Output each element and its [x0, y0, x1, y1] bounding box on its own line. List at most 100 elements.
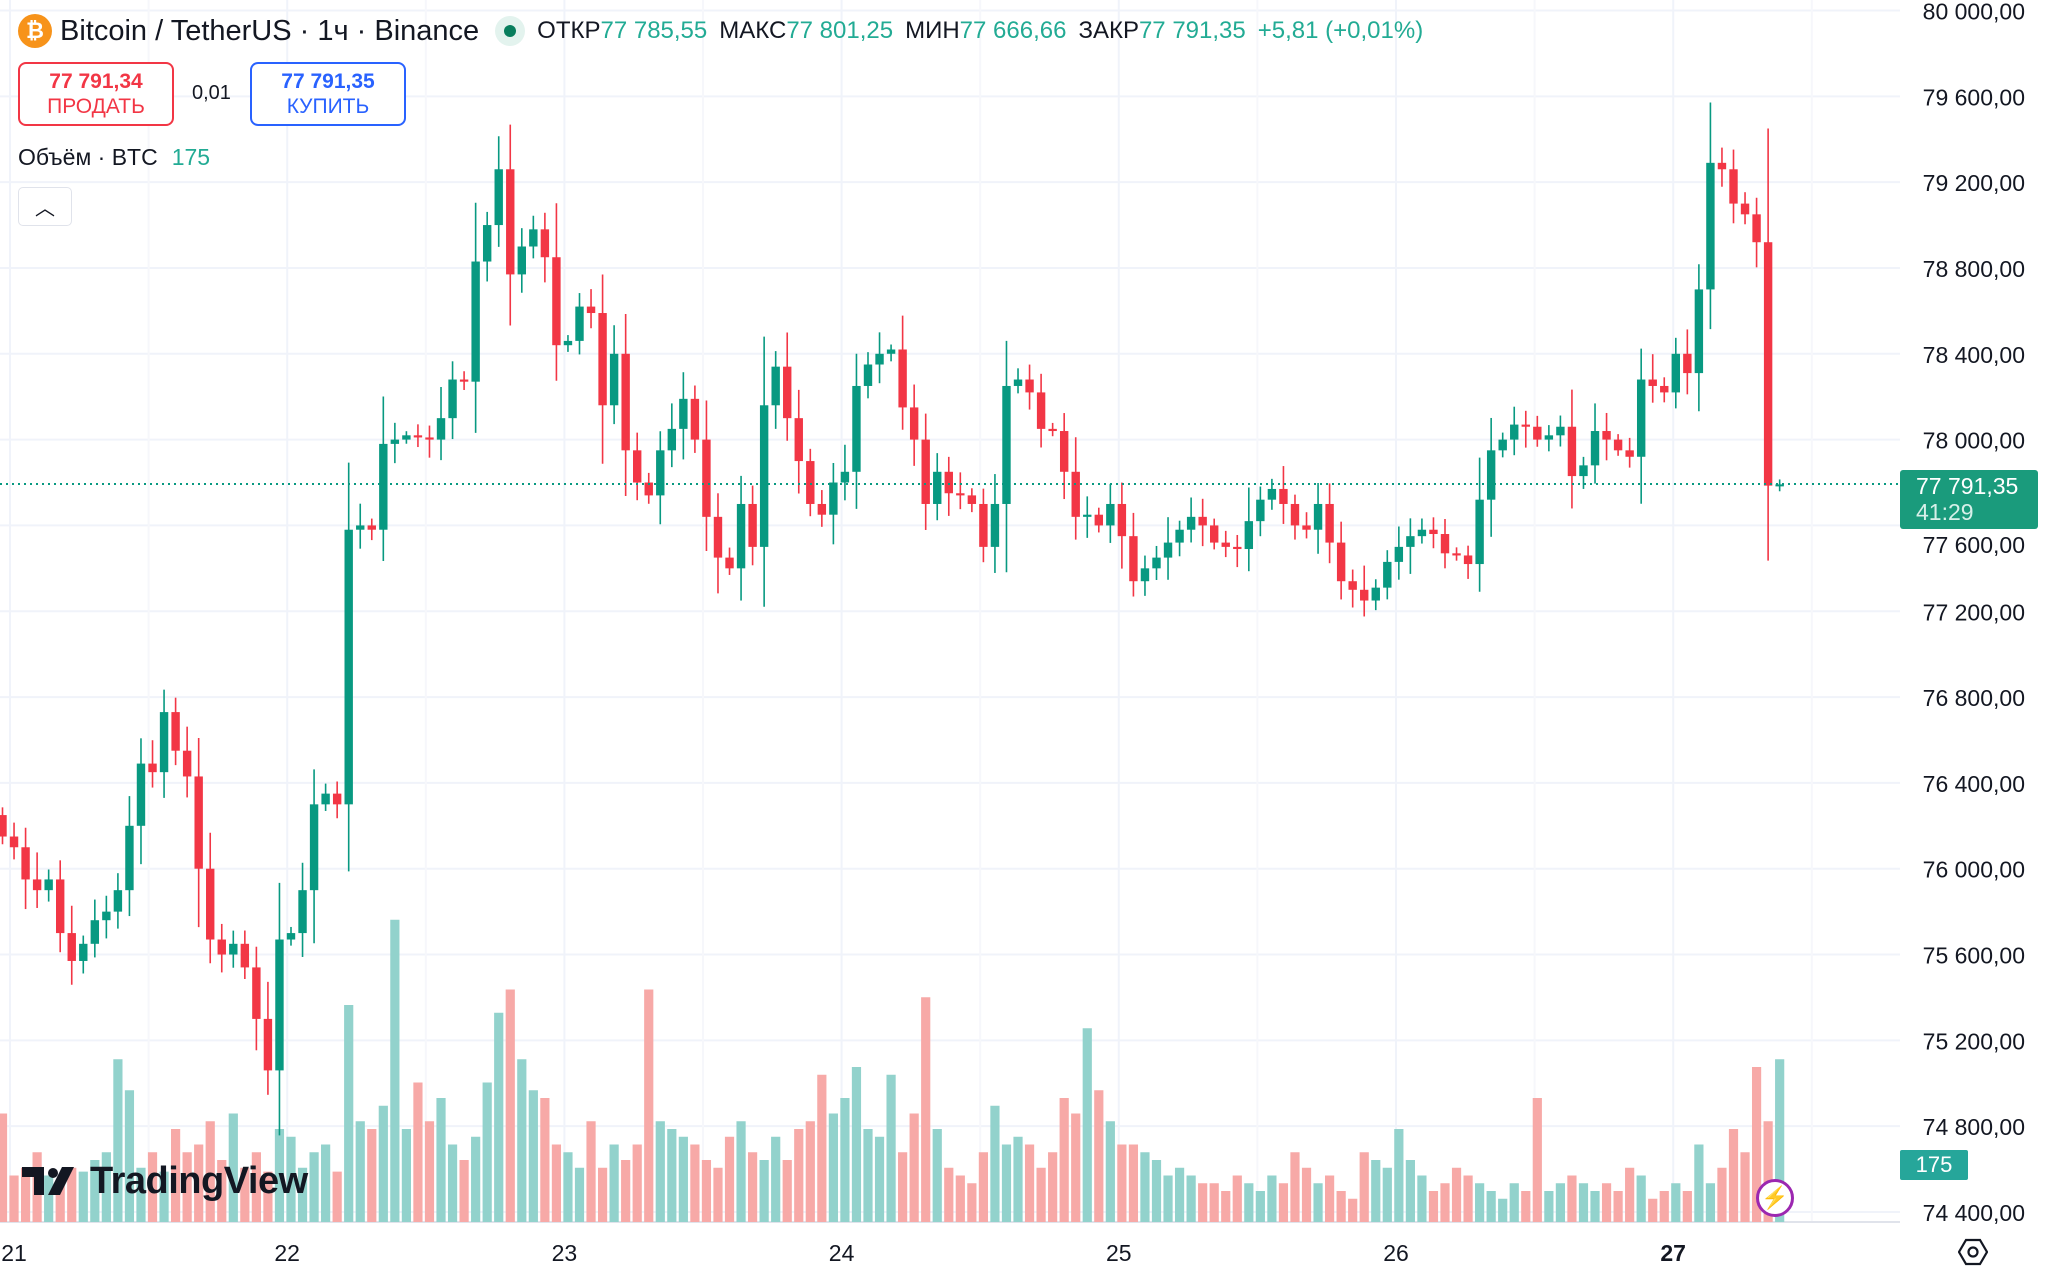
- candle-body: [1636, 379, 1646, 457]
- time-tick-label: 25: [1106, 1240, 1132, 1266]
- lightning-icon[interactable]: ⚡: [1756, 1179, 1794, 1217]
- volume-bar: [436, 1098, 446, 1222]
- candle-body: [21, 847, 30, 880]
- grid: [0, 0, 1900, 1223]
- buy-price: 77 791,35: [281, 70, 375, 93]
- candle-body: [1152, 557, 1161, 569]
- candle-body: [933, 471, 942, 504]
- candle-body: [552, 257, 561, 346]
- volume-bar: [1578, 1183, 1589, 1222]
- volume-bar: [1636, 1175, 1646, 1222]
- volume-bar: [1659, 1191, 1669, 1222]
- price-tick-label: 79 200,00: [1923, 170, 2025, 196]
- volume-bar: [909, 1113, 919, 1222]
- candle-body: [783, 366, 792, 419]
- volume-bar: [1128, 1144, 1139, 1222]
- volume-bar: [1301, 1167, 1312, 1222]
- volume-bar: [1105, 1121, 1115, 1222]
- volume-bar: [171, 1129, 181, 1222]
- time-axis[interactable]: 21 22 23 24 25 26 27: [1, 1240, 1686, 1266]
- candle-body: [1625, 450, 1634, 457]
- price-tick-label: 75 600,00: [1923, 943, 2025, 969]
- volume-bar: [1036, 1167, 1046, 1222]
- settings-icon[interactable]: [1958, 1237, 1988, 1267]
- volume-legend[interactable]: Объём · BTC 175: [18, 144, 210, 171]
- volume-bar: [1509, 1183, 1519, 1222]
- candle-body: [944, 471, 953, 494]
- volume-bar: [1705, 1183, 1716, 1222]
- volume-bar: [1186, 1175, 1196, 1222]
- candle-body: [1302, 525, 1311, 530]
- volume-bar: [182, 1152, 192, 1222]
- volume-bar: [482, 1082, 492, 1222]
- high-value: 77 801,25: [786, 17, 894, 44]
- volume-bar: [1613, 1191, 1623, 1222]
- volume-bar: [874, 1136, 885, 1222]
- price-tick-label: 80 000,00: [1923, 0, 2025, 25]
- buy-button[interactable]: 77 791,35 КУПИТЬ: [250, 62, 406, 126]
- candle-body: [1613, 439, 1623, 451]
- candle-body: [1256, 499, 1265, 522]
- candle-body: [1752, 214, 1761, 243]
- volume-bar: [1336, 1191, 1346, 1222]
- volume-bar: [1567, 1175, 1577, 1222]
- candle-body: [863, 364, 873, 386]
- candle-body: [1567, 426, 1577, 477]
- volume-bar: [586, 1121, 596, 1222]
- candle-body: [471, 261, 480, 382]
- candle-body: [759, 405, 769, 547]
- volume-bar: [1082, 1028, 1092, 1222]
- candle-body: [125, 825, 134, 891]
- candle-body: [1544, 435, 1554, 440]
- time-tick-label: 24: [829, 1240, 855, 1266]
- collapse-legend-button[interactable]: ︿: [18, 187, 72, 226]
- candle-body: [829, 482, 838, 515]
- candle-body: [1221, 542, 1230, 547]
- high-label: МАКС: [719, 17, 787, 44]
- volume-bar: [944, 1167, 954, 1222]
- tradingview-logo[interactable]: TradingView: [22, 1160, 308, 1203]
- candle-body: [1533, 426, 1542, 440]
- volume-bar: [1371, 1160, 1381, 1222]
- volume-bar: [1775, 1059, 1785, 1222]
- volume-bar: [424, 1121, 435, 1222]
- volume-bar: [1751, 1067, 1762, 1222]
- volume-bar: [713, 1167, 723, 1222]
- sell-button[interactable]: 77 791,34 ПРОДАТЬ: [18, 62, 174, 126]
- volume-bar: [1671, 1183, 1681, 1222]
- volume-bar: [609, 1144, 619, 1222]
- candle-body: [967, 495, 977, 504]
- candle-body: [1394, 546, 1404, 562]
- volume-bar: [817, 1074, 827, 1222]
- candle-body: [194, 776, 203, 869]
- volume-bar: [159, 1171, 169, 1222]
- candle-body: [667, 428, 677, 451]
- price-axis[interactable]: 80 000,00 79 600,00 79 200,00 78 800,00 78 4…: [1923, 0, 2025, 1226]
- volume-bar: [724, 1136, 735, 1222]
- volume-bar: [1048, 1152, 1058, 1222]
- candle-body: [79, 943, 88, 961]
- volume-bar: [1174, 1167, 1185, 1222]
- candle-body: [529, 229, 538, 247]
- time-tick-label: 27: [1660, 1240, 1686, 1266]
- candle-body: [159, 712, 169, 773]
- candle-body: [679, 398, 688, 429]
- candle-body: [956, 493, 965, 496]
- candle-body: [344, 529, 353, 805]
- volume-bar: [101, 1152, 111, 1222]
- volume-bar: [1394, 1129, 1404, 1222]
- volume-bar: [597, 1167, 608, 1222]
- current-price: 77 791,35: [1916, 473, 2019, 499]
- volume-bar: [1348, 1198, 1358, 1222]
- candle-body: [1290, 503, 1300, 526]
- candle-body: [1210, 525, 1219, 543]
- symbol-title[interactable]: Bitcoin / TetherUS · 1ч · Binance: [60, 14, 480, 47]
- candle-body: [1590, 431, 1600, 466]
- candle-body: [1336, 542, 1346, 582]
- candle-body: [1648, 379, 1657, 386]
- candle-body: [921, 439, 930, 504]
- volume-bar: [1024, 1144, 1035, 1222]
- time-tick-label: 22: [274, 1240, 300, 1266]
- volume-bar: [748, 1152, 758, 1222]
